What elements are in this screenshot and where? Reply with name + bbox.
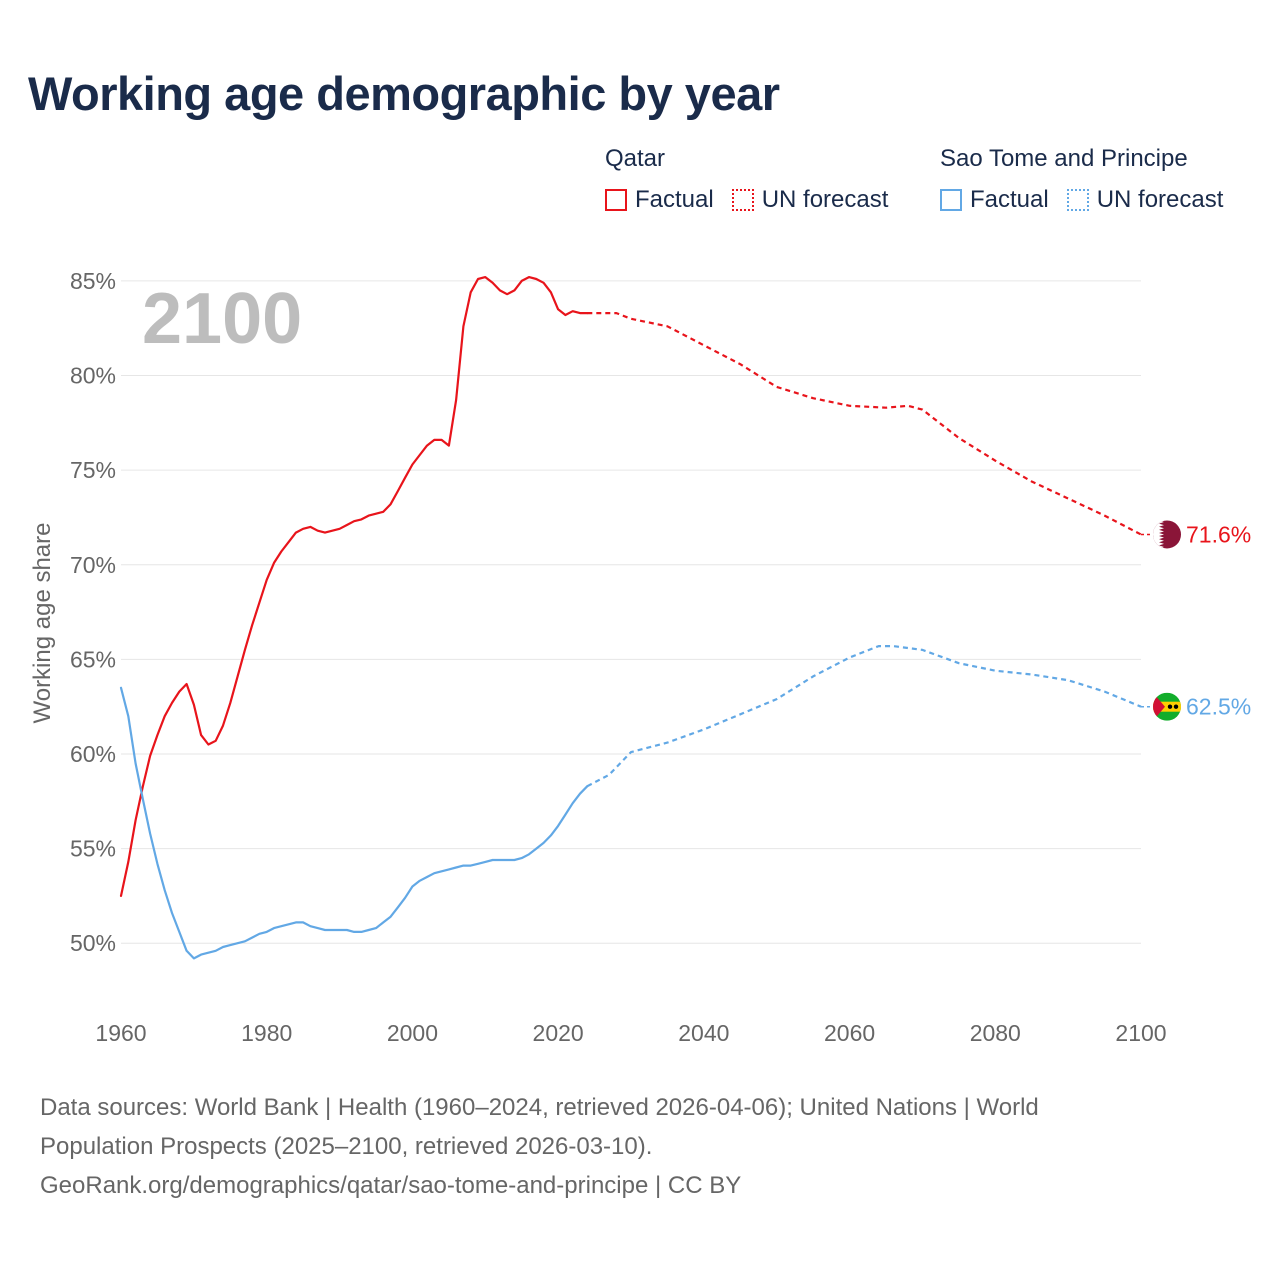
legend-label: Factual [970, 186, 1049, 213]
x-tick-label: 2020 [533, 1020, 584, 1046]
y-tick-label: 65% [70, 646, 116, 672]
x-tick-label: 1980 [241, 1020, 292, 1046]
flag-star [1173, 704, 1179, 709]
legend-label: UN forecast [761, 186, 889, 213]
series-line-sao-tome-and-principe-factual [119, 686, 589, 960]
series-line-sao-tome-and-principe-forecast [586, 645, 1142, 788]
legend-sao-tome: Sao Tome and Principe Factual UN forecas… [940, 144, 1241, 214]
y-tick-label: 80% [70, 363, 116, 389]
y-tick-label: 55% [70, 836, 116, 862]
series-line-qatar-forecast [587, 312, 1142, 536]
flag-white-serrated-band [1153, 520, 1164, 549]
flag-star [1167, 704, 1173, 709]
footer: Data sources: World Bank | Health (1960–… [40, 1088, 1240, 1205]
x-tick-label: 2040 [678, 1020, 729, 1046]
series-lines [119, 276, 1142, 960]
legend-swatch-dotted [731, 189, 754, 211]
sao-tome-and-principe-flag-icon [1153, 692, 1181, 721]
x-tick-label: 2060 [824, 1020, 875, 1046]
x-tick-label: 2080 [970, 1020, 1021, 1046]
legend-country-sao-tome: Sao Tome and Principe [940, 145, 1188, 172]
legend-swatch-solid [605, 189, 627, 211]
legend-item-qatar-forecast[interactable]: UN forecast [731, 186, 889, 214]
flag-red-triangle [1153, 692, 1165, 721]
y-tick-label: 75% [70, 457, 116, 483]
y-tick-label: 60% [70, 741, 116, 767]
legend-item-sao-tome-forecast[interactable]: UN forecast [1066, 186, 1224, 214]
y-axis-title: Working age share [29, 523, 56, 724]
y-tick-label: 70% [70, 552, 116, 578]
axis-labels: 50% 55% 60% 65% 70% 75% 80% 85% 1960 1980 2000 2020… [70, 268, 1167, 1046]
line-chart: 2100 50% 55% 60% 65% 70% 75% 80% 85% 1960 1980 200… [29, 268, 1251, 1046]
qatar-flag-icon [1153, 520, 1181, 549]
x-tick-label: 1960 [95, 1020, 146, 1046]
legend-label: UN forecast [1096, 186, 1224, 213]
end-markers: 71.6% 62.5% [1141, 520, 1251, 721]
legend-qatar: Qatar Factual UN forecast [605, 144, 906, 214]
x-tick-label: 2000 [387, 1020, 438, 1046]
series-line-qatar-factual [119, 276, 589, 897]
flag-yellow-stripe [1153, 701, 1181, 712]
page-title: Working age demographic by year [28, 67, 780, 120]
footer-source-link[interactable]: GeoRank.org/demographics/qatar/sao-tome-… [40, 1172, 742, 1199]
end-value-label: 62.5% [1186, 694, 1251, 720]
legend-swatch-solid [940, 189, 962, 211]
grid-lines [121, 280, 1141, 944]
year-watermark: 2100 [142, 279, 302, 359]
y-tick-label: 50% [70, 930, 116, 956]
legend-item-sao-tome-factual[interactable]: Factual [940, 186, 1049, 214]
end-value-label: 71.6% [1186, 521, 1251, 547]
legend-item-qatar-factual[interactable]: Factual [605, 186, 714, 214]
legend-swatch-dotted [1066, 189, 1089, 211]
footer-source-line-1: Data sources: World Bank | Health (1960–… [40, 1094, 1039, 1121]
x-tick-label: 2100 [1115, 1020, 1166, 1046]
legend-country-qatar: Qatar [605, 145, 666, 172]
footer-source-line-2: Population Prospects (2025–2100, retriev… [40, 1133, 653, 1160]
y-tick-label: 85% [70, 268, 116, 294]
legend-label: Factual [635, 186, 714, 213]
